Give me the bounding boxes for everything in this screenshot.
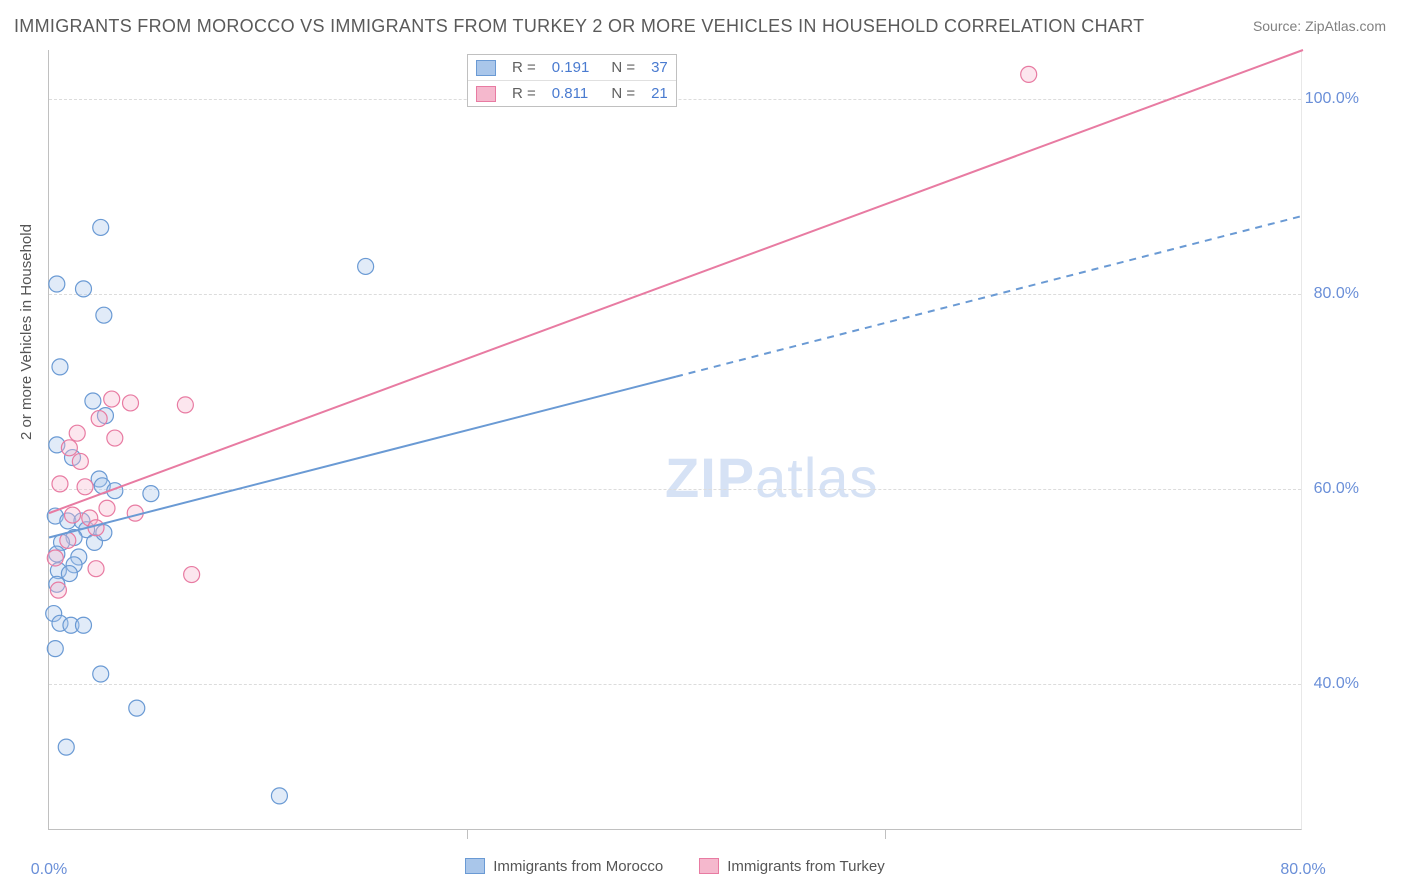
data-point (104, 391, 120, 407)
n-label: N = (597, 55, 643, 81)
data-point (61, 440, 77, 456)
y-tick-label: 40.0% (1314, 675, 1359, 693)
y-tick-label: 60.0% (1314, 480, 1359, 498)
r-label: R = (504, 55, 544, 81)
data-point (47, 641, 63, 657)
legend-stats: R =0.191N =37 R =0.811N =21 (467, 54, 677, 107)
data-point (93, 666, 109, 682)
data-point (52, 359, 68, 375)
legend-swatch (476, 86, 496, 102)
legend-item: Immigrants from Turkey (699, 858, 885, 875)
data-point (99, 500, 115, 516)
n-value: 37 (643, 55, 676, 81)
data-point (271, 788, 287, 804)
data-point (96, 307, 112, 323)
data-point (91, 411, 107, 427)
data-point (177, 397, 193, 413)
data-point (47, 550, 63, 566)
y-tick-label: 80.0% (1314, 285, 1359, 303)
r-label: R = (504, 81, 544, 107)
data-point (61, 566, 77, 582)
data-point (72, 453, 88, 469)
data-point (129, 700, 145, 716)
r-value: 0.191 (544, 55, 598, 81)
data-point (88, 561, 104, 577)
legend-label: Immigrants from Morocco (493, 858, 663, 875)
scatter-plot (49, 50, 1301, 829)
data-point (143, 486, 159, 502)
plot-area: ZIPatlas R =0.191N =37R =0.811N =21 40.0… (48, 50, 1302, 830)
source-label: Source: ZipAtlas.com (1253, 18, 1386, 34)
data-point (69, 425, 85, 441)
data-point (93, 219, 109, 235)
data-point (107, 430, 123, 446)
r-value: 0.811 (544, 81, 598, 107)
data-point (77, 479, 93, 495)
data-point (75, 617, 91, 633)
legend-swatch (465, 858, 485, 874)
legend-swatch (699, 858, 719, 874)
data-point (1021, 66, 1037, 82)
data-point (358, 258, 374, 274)
n-value: 21 (643, 81, 676, 107)
chart-title: IMMIGRANTS FROM MOROCCO VS IMMIGRANTS FR… (14, 16, 1144, 37)
data-point (75, 281, 91, 297)
legend-series: Immigrants from Morocco Immigrants from T… (48, 858, 1302, 879)
data-point (52, 476, 68, 492)
n-label: N = (597, 81, 643, 107)
data-point (184, 567, 200, 583)
data-point (58, 739, 74, 755)
data-point (49, 276, 65, 292)
data-point (85, 393, 101, 409)
legend-label: Immigrants from Turkey (727, 858, 885, 875)
legend-item: Immigrants from Morocco (465, 858, 663, 875)
data-point (65, 507, 81, 523)
data-point (50, 582, 66, 598)
y-tick-label: 100.0% (1305, 90, 1359, 108)
data-point (123, 395, 139, 411)
legend-swatch (476, 60, 496, 76)
y-axis-label: 2 or more Vehicles in Household (18, 224, 35, 440)
